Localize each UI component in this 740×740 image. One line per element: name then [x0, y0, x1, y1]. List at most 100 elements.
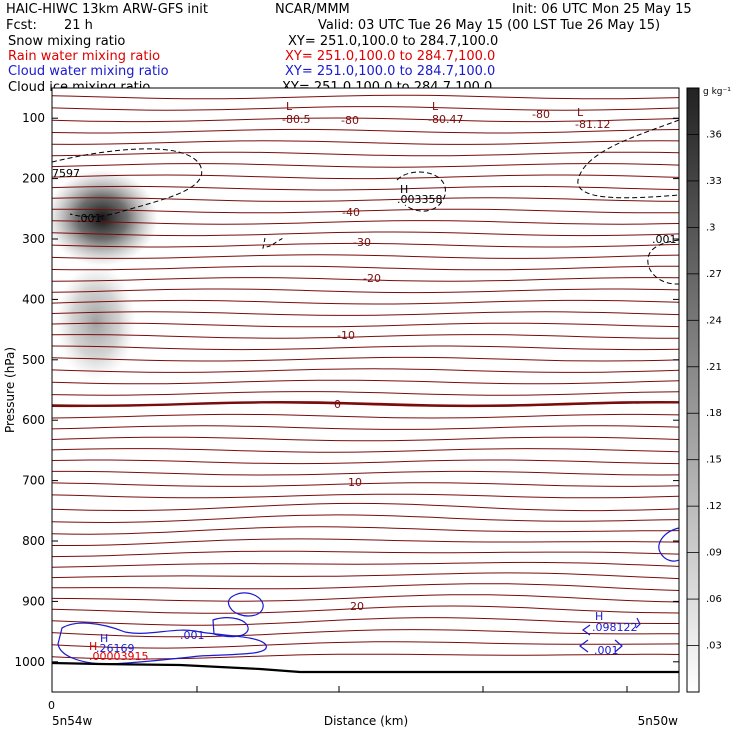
temp-label: -20 [363, 272, 381, 285]
temperature-contour [52, 379, 679, 385]
temp-low-marker: L [432, 100, 439, 113]
x-tick-label-zero: 0 [48, 699, 55, 712]
colorbar-tick-label: .18 [706, 408, 722, 419]
temp-label: -80.47 [428, 113, 463, 126]
temp-label: 10 [348, 476, 362, 489]
cw-high-marker: H [595, 610, 603, 623]
plot-frame [51, 87, 680, 693]
x-tick-label-right: 5n50w [638, 714, 679, 728]
ice-label: .001 [77, 212, 102, 225]
y-tick-label: 300 [22, 232, 45, 246]
x-axis: 0 5n54w Distance (km) 5n50w [48, 686, 678, 728]
colorbar-unit: g kg⁻¹ [703, 87, 731, 97]
temperature-contour [52, 368, 679, 373]
temperature-contour [52, 502, 679, 512]
snow-max-shading [52, 170, 158, 266]
header-center: NCAR/MMM [275, 2, 350, 17]
field-cloudwater-xy: XY= 251.0,100.0 to 284.7,100.0 [285, 64, 495, 79]
ice-contour-right [647, 239, 679, 285]
colorbar-tick-label: .12 [706, 501, 722, 512]
temperature-contour [52, 94, 679, 100]
temperature-contour [52, 288, 679, 294]
ice-label: .001 [652, 233, 677, 246]
temperature-contour [52, 277, 679, 282]
temperature-contour [52, 140, 679, 145]
temperature-contour [52, 605, 679, 614]
temperature-contour [52, 163, 679, 168]
temperature-contour [52, 265, 679, 271]
temp-low-marker: L [286, 100, 293, 113]
colorbar-tick-label: .03 [706, 641, 722, 652]
cw-high-marker: H [100, 632, 108, 645]
temperature-contour [52, 299, 679, 305]
colorbar-tick-label: .06 [706, 594, 722, 605]
cloud-ice-contours [52, 119, 679, 285]
temperature-contour [52, 561, 679, 568]
cw-contour-blob2 [212, 617, 249, 638]
temperature-contour [52, 629, 679, 638]
x-tick-label-left: 5n54w [52, 714, 93, 728]
temperature-contours [52, 94, 679, 660]
temperature-contour [52, 493, 679, 499]
plot-area: L L L -80.5 -80 -80.47 -80 -81.12 -40 -3… [52, 88, 679, 692]
colorbar-tick-label: .15 [706, 455, 722, 466]
header-valid: Valid: 03 UTC Tue 26 May 15 (00 LST Tue … [318, 18, 660, 33]
rain-label: .00003915 [89, 650, 149, 663]
colorbar-tick-label: .27 [706, 269, 722, 280]
temperature-contour [52, 208, 679, 214]
y-tick-label: 400 [22, 292, 45, 306]
temperature-contour [52, 242, 679, 248]
temperature-contour [52, 345, 679, 351]
ice-contour-right-top [577, 119, 679, 199]
cw-contour-right [658, 527, 679, 562]
cw-label: .001 [180, 629, 205, 642]
field-legend: Snow mixing ratio XY= 251.0,100.0 to 284… [8, 34, 498, 95]
temperature-contour [52, 231, 679, 237]
temp-label: -10 [337, 329, 355, 342]
temp-label: -80 [532, 108, 550, 121]
cw-contour-bracket4 [614, 639, 623, 653]
cw-contour-bracket3 [579, 639, 589, 653]
field-rain-xy: XY= 251.0,100.0 to 284.7,100.0 [285, 49, 495, 64]
temperature-contour [52, 617, 679, 626]
y-tick-label: 900 [22, 594, 45, 608]
field-snow-xy: XY= 251.0,100.0 to 284.7,100.0 [288, 34, 498, 49]
temperature-contour [52, 174, 679, 180]
field-cloudwater-name: Cloud water mixing ratio [8, 64, 169, 79]
cw-contour-bracket1 [581, 624, 591, 636]
cw-contour-blob1 [227, 592, 264, 617]
temperature-contour [52, 470, 679, 476]
freezing-level-contour [52, 400, 679, 408]
colorbar: g kg⁻¹ .03 .06 .09 .12 .15 .18 .21 .24 .27 .3 .33.… [686, 87, 731, 693]
y-tick-label: 200 [22, 172, 45, 186]
temperature-contour [52, 572, 679, 580]
temperature-contour [52, 594, 679, 603]
header: HAIC-HIWC 13km ARW-GFS init NCAR/MMM Ini… [6, 2, 692, 33]
temperature-contour [52, 391, 679, 396]
temperature-contour [52, 106, 679, 111]
cw-label: .001 [594, 644, 619, 657]
plot-background [52, 88, 679, 692]
temp-label: -81.12 [575, 118, 610, 131]
snow-lower-shading [56, 264, 136, 380]
header-title: HAIC-HIWC 13km ARW-GFS init [6, 2, 208, 17]
cw-label: .098122 [592, 621, 638, 634]
temperature-contour [52, 550, 679, 558]
temp-label: 20 [350, 600, 364, 613]
colorbar-tick-label: .24 [706, 315, 722, 326]
temperature-contour [52, 356, 679, 362]
temperature-contour [52, 436, 679, 442]
ice-label: .003358 [397, 193, 443, 206]
colorbar-tick-label: .21 [706, 362, 722, 373]
colorbar-scale [686, 87, 700, 693]
y-axis-label: Pressure (hPa) [3, 347, 17, 433]
y-tick-label: 800 [22, 534, 45, 548]
temperature-contour [52, 538, 679, 546]
temperature-contour [52, 448, 679, 453]
temp-label: -80.5 [282, 113, 310, 126]
terrain-line [52, 661, 679, 674]
header-fcst-label: Fcst: [6, 18, 37, 33]
colorbar-tick-label: .33 [706, 176, 722, 187]
temp-low-marker: L [577, 106, 584, 119]
